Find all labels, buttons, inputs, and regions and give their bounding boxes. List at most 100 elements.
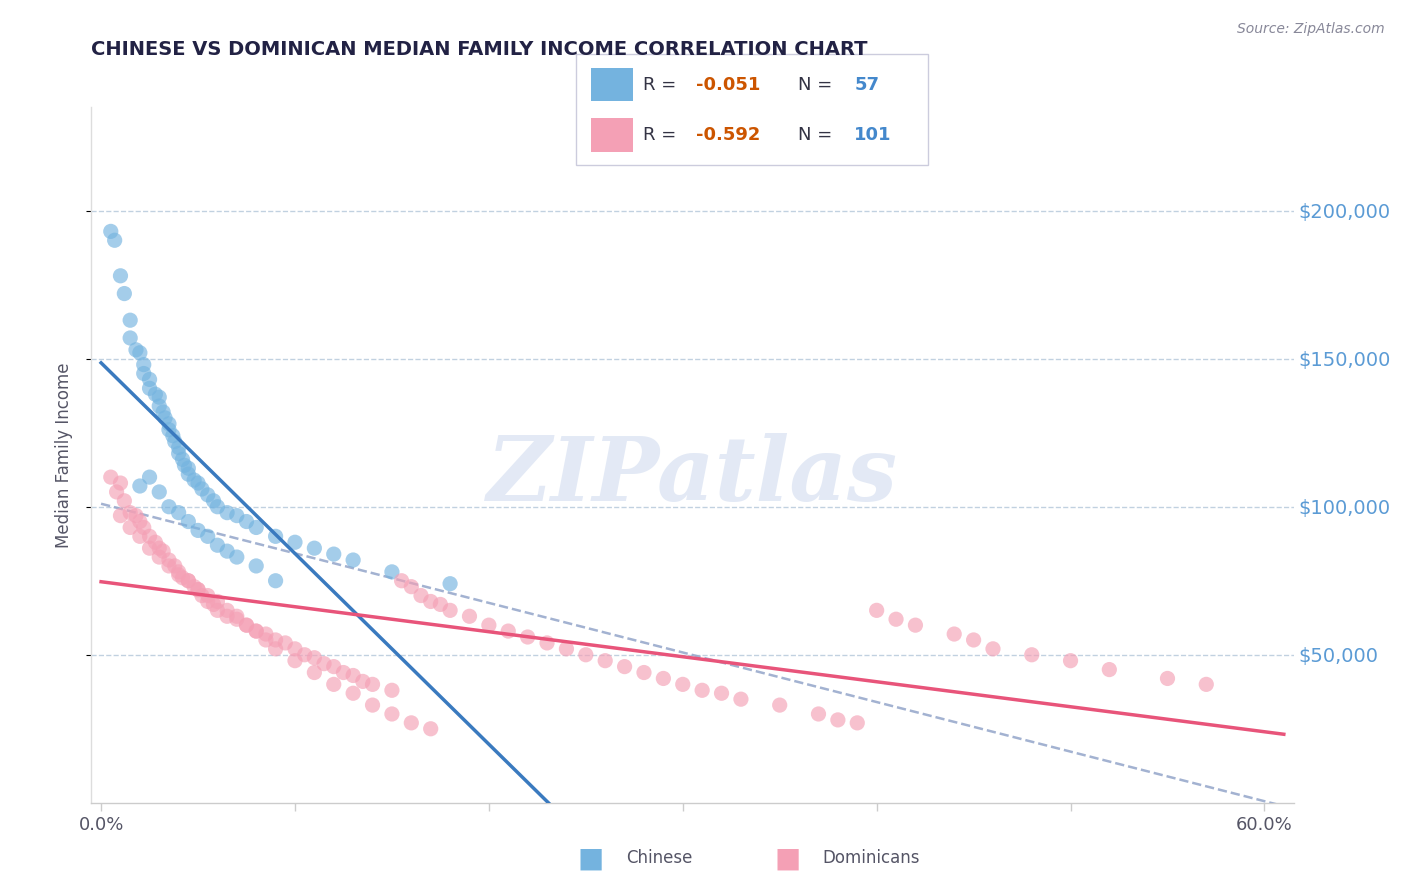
Point <box>254 632 277 647</box>
Point <box>217 506 239 520</box>
Point <box>866 603 889 617</box>
Point <box>962 632 984 647</box>
Point <box>177 574 200 588</box>
Text: N =: N = <box>799 126 838 144</box>
Point <box>322 677 344 691</box>
Point <box>225 550 247 565</box>
FancyBboxPatch shape <box>576 54 928 165</box>
Point <box>197 529 219 543</box>
Point <box>458 609 481 624</box>
Point <box>100 470 122 484</box>
Point <box>555 641 578 656</box>
Point <box>419 722 441 736</box>
Point <box>128 529 150 543</box>
Point <box>157 423 180 437</box>
Point <box>197 594 219 608</box>
Point <box>157 553 180 567</box>
Point <box>904 618 927 632</box>
Point <box>132 358 155 372</box>
Point <box>401 715 423 730</box>
Point <box>128 345 150 359</box>
Text: R =: R = <box>643 126 682 144</box>
Point <box>138 470 160 484</box>
Point <box>225 609 247 624</box>
Point <box>381 706 404 721</box>
Point <box>401 580 423 594</box>
Point <box>110 476 132 491</box>
Point <box>217 609 239 624</box>
Point <box>633 665 655 680</box>
Point <box>884 612 907 626</box>
Point <box>419 594 441 608</box>
Point <box>516 630 538 644</box>
Point <box>304 650 326 665</box>
Point <box>943 627 966 641</box>
Point <box>352 674 374 689</box>
Text: ■: ■ <box>775 844 800 872</box>
Point <box>342 668 364 682</box>
Point <box>177 461 200 475</box>
Text: Source: ZipAtlas.com: Source: ZipAtlas.com <box>1237 22 1385 37</box>
Point <box>125 343 148 357</box>
Point <box>593 654 616 668</box>
Point <box>690 683 713 698</box>
Point <box>294 648 316 662</box>
Text: -0.051: -0.051 <box>696 76 761 94</box>
Point <box>145 535 167 549</box>
Point <box>177 467 200 482</box>
Point <box>148 399 170 413</box>
Text: -0.592: -0.592 <box>696 126 761 144</box>
Point <box>167 506 190 520</box>
Point <box>264 632 287 647</box>
Point <box>191 482 214 496</box>
Point <box>235 618 257 632</box>
Point <box>187 524 209 538</box>
Point <box>157 417 180 431</box>
Point <box>264 529 287 543</box>
Text: 57: 57 <box>855 76 879 94</box>
Point <box>217 603 239 617</box>
Point <box>245 520 267 534</box>
Point <box>173 458 195 473</box>
Point <box>112 493 135 508</box>
Point <box>100 224 122 238</box>
Point <box>152 544 174 558</box>
Point <box>187 582 209 597</box>
Point <box>536 636 558 650</box>
Point <box>710 686 733 700</box>
Point <box>304 541 326 556</box>
Point <box>157 500 180 514</box>
Point <box>138 372 160 386</box>
Text: Dominicans: Dominicans <box>823 849 920 867</box>
Point <box>652 672 675 686</box>
Point <box>381 683 404 698</box>
Point <box>148 550 170 565</box>
Point <box>148 390 170 404</box>
Point <box>361 698 384 712</box>
Point <box>245 558 267 573</box>
Point <box>132 367 155 381</box>
Point <box>153 411 176 425</box>
Y-axis label: Median Family Income: Median Family Income <box>55 362 73 548</box>
Point <box>322 659 344 673</box>
Point <box>225 612 247 626</box>
Point <box>322 547 344 561</box>
Point <box>197 589 219 603</box>
Point <box>138 541 160 556</box>
Point <box>191 589 214 603</box>
Point <box>1098 663 1121 677</box>
Text: R =: R = <box>643 76 682 94</box>
Point <box>409 589 432 603</box>
Point <box>207 538 229 552</box>
Point <box>202 493 225 508</box>
Point <box>104 233 127 247</box>
Point <box>264 641 287 656</box>
Point <box>439 603 461 617</box>
Point <box>807 706 830 721</box>
Point <box>120 331 142 345</box>
Point <box>254 627 277 641</box>
Point <box>138 381 160 395</box>
Point <box>342 553 364 567</box>
Point <box>361 677 384 691</box>
Point <box>264 574 287 588</box>
